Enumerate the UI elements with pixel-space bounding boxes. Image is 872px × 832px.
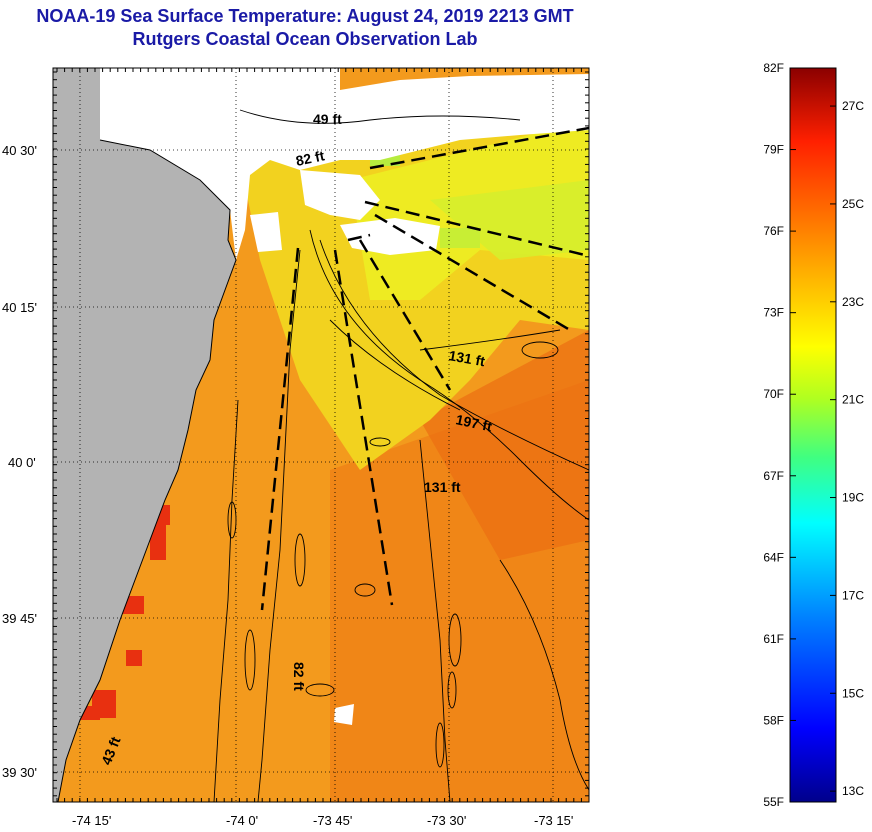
colorbar-c-label: 27C (842, 99, 864, 113)
lon-label: -73 45' (313, 813, 352, 828)
land-new-jersey (53, 68, 236, 802)
lat-label: 40 15' (2, 300, 37, 315)
colorbar-f-label: 61F (763, 632, 784, 646)
graticule (53, 68, 589, 802)
colorbar-c-label: 15C (842, 686, 864, 700)
colorbar-f-label: 64F (763, 550, 784, 564)
depth-label-49ft: 49 ft (313, 111, 342, 127)
depth-label-82ft: 82 ft (291, 662, 307, 691)
bathymetry-contours (213, 109, 589, 802)
lon-label: -73 15' (534, 813, 573, 828)
lat-label: 39 30' (2, 765, 37, 780)
colorbar-f-label: 67F (763, 469, 784, 483)
map-area: 49 ft 82 ft 131 ft 197 ft 131 ft 82 ft 4… (53, 68, 589, 802)
colorbar-f-label: 58F (763, 713, 784, 727)
coastline (57, 139, 237, 802)
colorbar-celsius-labels: 27C 25C 23C 21C 19C 17C 15C 13C (830, 99, 864, 798)
depth-label-82ft: 82 ft (294, 147, 326, 169)
colorbar-c-label: 23C (842, 295, 864, 309)
map-frame (52, 67, 590, 803)
map-title: NOAA-19 Sea Surface Temperature: August … (36, 6, 574, 26)
colorbar-c-label: 19C (842, 491, 864, 505)
cloud-mask (300, 170, 380, 220)
colorbar-f-label: 70F (763, 387, 784, 401)
green-patch (440, 228, 480, 248)
dashed-transects (260, 126, 589, 611)
colorbar: 82F 79F 76F 73F 70F 67F 64F 61F 58F 55F 27C 25C 23C… (763, 61, 864, 809)
colorbar-fahrenheit-labels: 82F 79F 76F 73F 70F 67F 64F 61F 58F 55F (763, 61, 796, 809)
lat-label: 39 45' (2, 611, 37, 626)
colorbar-f-label: 76F (763, 224, 784, 238)
latitude-labels: 40 30' 40 15' 40 0' 39 45' 39 30' (2, 143, 37, 780)
colorbar-c-label: 13C (842, 784, 864, 798)
depth-label-131ft: 131 ft (424, 479, 461, 495)
colorbar-f-label: 73F (763, 306, 784, 320)
cloud-mask (340, 218, 440, 255)
colorbar-f-label: 82F (763, 61, 784, 75)
depth-label-197ft: 197 ft (454, 411, 493, 434)
cloud-mask (250, 212, 282, 252)
cloud-mask (334, 704, 354, 725)
colorbar-c-label: 17C (842, 588, 864, 602)
colorbar-f-label: 79F (763, 143, 784, 157)
colorbar-c-label: 25C (842, 197, 864, 211)
lon-label: -73 30' (427, 813, 466, 828)
longitude-labels: -74 15' -74 0' -73 45' -73 30' -73 15' (72, 813, 573, 828)
cool-water-region (430, 180, 589, 260)
colorbar-c-label: 21C (842, 393, 864, 407)
depth-label-131ft: 131 ft (447, 347, 486, 369)
frame-ticks (53, 68, 589, 802)
colorbar-f-label: 55F (763, 795, 784, 809)
lon-label: -74 0' (226, 813, 258, 828)
lon-label: -74 15' (72, 813, 111, 828)
lat-label: 40 30' (2, 143, 37, 158)
lat-label: 40 0' (8, 455, 36, 470)
colorbar-gradient (789, 67, 837, 803)
map-subtitle: Rutgers Coastal Ocean Observation Lab (132, 29, 478, 49)
